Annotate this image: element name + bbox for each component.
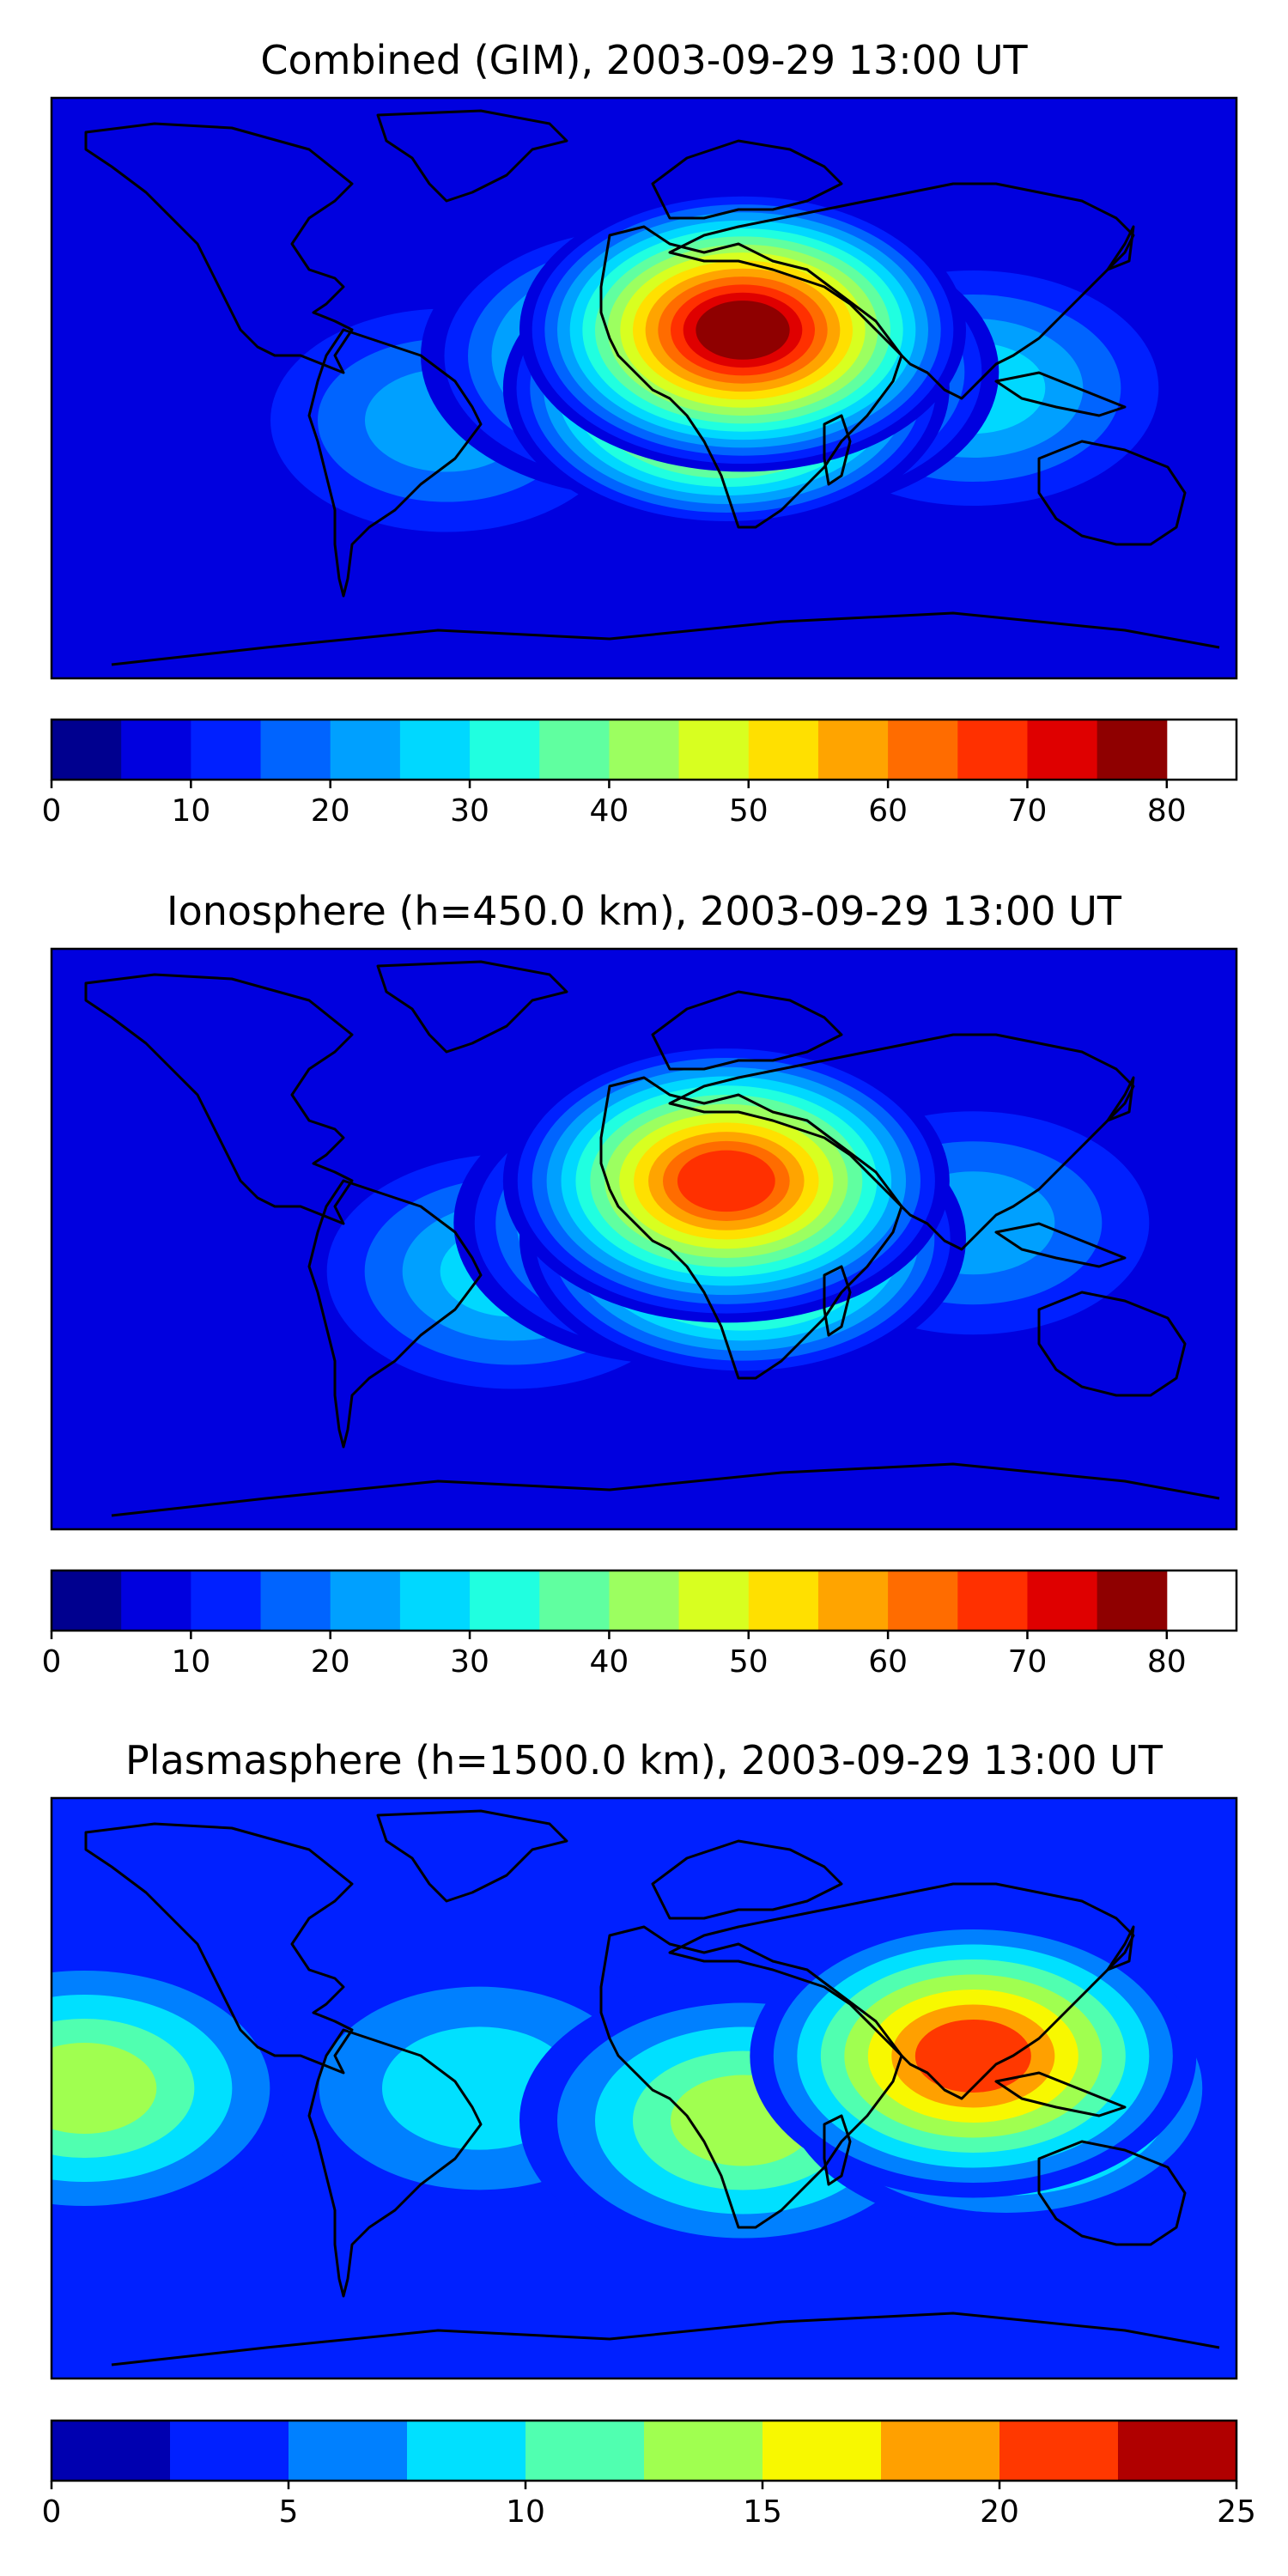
contour-level bbox=[696, 301, 790, 360]
colorbar-tick-label: 15 bbox=[743, 2494, 782, 2530]
colorbar-tick-label: 70 bbox=[1008, 793, 1048, 829]
colorbar-segment bbox=[817, 1571, 889, 1631]
colorbar-tick-label: 20 bbox=[980, 2494, 1019, 2530]
panel2-title: Ionosphere (h=450.0 km), 2003-09-29 13:0… bbox=[167, 888, 1122, 934]
colorbar-tick-label: 0 bbox=[42, 2494, 62, 2530]
colorbar-segment bbox=[762, 2421, 882, 2481]
colorbar-tick-label: 80 bbox=[1147, 1644, 1187, 1680]
panel3-title: Plasmasphere (h=1500.0 km), 2003-09-29 1… bbox=[125, 1737, 1163, 1783]
colorbar-tick-label: 50 bbox=[729, 793, 769, 829]
colorbar-segment bbox=[52, 1571, 122, 1631]
panel2-frame bbox=[50, 947, 1238, 1531]
panel2-colorbar: 0 10 20 30 40 50 60 70 80 bbox=[42, 1569, 1238, 1680]
colorbar-segment bbox=[170, 2421, 289, 2481]
colorbar-segment bbox=[888, 1571, 958, 1631]
colorbar-segment bbox=[957, 1571, 1028, 1631]
colorbar-segment bbox=[1027, 720, 1098, 780]
colorbar-segment bbox=[888, 720, 958, 780]
colorbar-segment bbox=[1118, 2421, 1237, 2481]
panel1-colorbar: 0 10 20 30 40 50 60 70 80 bbox=[42, 718, 1238, 829]
colorbar-tick-label: 20 bbox=[311, 1644, 350, 1680]
colorbar-segment bbox=[539, 720, 610, 780]
colorbar-segment bbox=[1097, 720, 1168, 780]
colorbar-segment bbox=[289, 2421, 408, 2481]
colorbar-segment bbox=[748, 1571, 819, 1631]
panel1-title: Combined (GIM), 2003-09-29 13:00 UT bbox=[260, 37, 1028, 83]
colorbar-tick-label: 60 bbox=[868, 793, 908, 829]
panel3-frame bbox=[50, 1796, 1238, 2380]
colorbar-segment bbox=[330, 720, 401, 780]
colorbar-tick-label: 0 bbox=[42, 1644, 62, 1680]
colorbar-segment bbox=[881, 2421, 1000, 2481]
colorbar-segment bbox=[526, 2421, 645, 2481]
colorbar-segment bbox=[678, 720, 750, 780]
contour-level bbox=[52, 2043, 157, 2134]
panel1-frame bbox=[50, 96, 1238, 680]
colorbar-segment bbox=[191, 720, 262, 780]
colorbar-frame bbox=[50, 2419, 1238, 2482]
colorbar-segment bbox=[191, 1571, 262, 1631]
colorbar-segment bbox=[470, 1571, 540, 1631]
colorbar-segment bbox=[52, 720, 122, 780]
panel3-map bbox=[52, 1798, 1236, 2379]
colorbar-segment bbox=[1097, 1571, 1168, 1631]
colorbar-segment bbox=[644, 2421, 763, 2481]
colorbar-tick-label: 5 bbox=[279, 2494, 299, 2530]
colorbar-tick-label: 40 bbox=[590, 1644, 629, 1680]
colorbar-tick-label: 80 bbox=[1147, 793, 1187, 829]
colorbar-tick-label: 10 bbox=[506, 2494, 545, 2530]
colorbar-segment bbox=[407, 2421, 526, 2481]
colorbar-segment bbox=[470, 720, 540, 780]
colorbar-tick-label: 25 bbox=[1217, 2494, 1256, 2530]
colorbar-segment bbox=[678, 1571, 750, 1631]
colorbar-segment bbox=[539, 1571, 610, 1631]
colorbar-segment bbox=[748, 720, 819, 780]
colorbar-tick-label: 10 bbox=[171, 1644, 210, 1680]
colorbar-segment bbox=[957, 720, 1028, 780]
colorbar-segment bbox=[609, 1571, 680, 1631]
contour-level bbox=[677, 1150, 775, 1212]
colorbar-segment bbox=[999, 2421, 1119, 2481]
colorbar-tick-label: 20 bbox=[311, 793, 350, 829]
colorbar-segment bbox=[1027, 1571, 1098, 1631]
colorbar-tick-label: 70 bbox=[1008, 1644, 1048, 1680]
colorbar-segment bbox=[817, 720, 889, 780]
colorbar-tick-label: 30 bbox=[450, 793, 489, 829]
colorbar-segment bbox=[260, 720, 331, 780]
colorbar-segment bbox=[609, 720, 680, 780]
colorbar-segment bbox=[399, 1571, 471, 1631]
colorbar-segment bbox=[121, 1571, 191, 1631]
colorbar-segment bbox=[330, 1571, 401, 1631]
colorbar-tick-label: 10 bbox=[171, 793, 210, 829]
colorbar-tick-label: 40 bbox=[590, 793, 629, 829]
colorbar-frame bbox=[50, 1569, 1238, 1632]
colorbar-segment bbox=[52, 2421, 171, 2481]
colorbar-tick-label: 0 bbox=[42, 793, 62, 829]
panel2-map bbox=[52, 949, 1236, 1529]
contour-level bbox=[914, 2019, 1031, 2093]
colorbar-segment bbox=[399, 720, 471, 780]
colorbar-tick-label: 30 bbox=[450, 1644, 489, 1680]
colorbar-segment bbox=[260, 1571, 331, 1631]
panel1-map bbox=[52, 98, 1236, 678]
colorbar-segment bbox=[121, 720, 191, 780]
colorbar-frame bbox=[50, 718, 1238, 781]
colorbar-tick-label: 60 bbox=[868, 1644, 908, 1680]
colorbar-tick-label: 50 bbox=[729, 1644, 769, 1680]
panel3-colorbar: 0 5 10 15 20 25 bbox=[42, 2419, 1256, 2530]
